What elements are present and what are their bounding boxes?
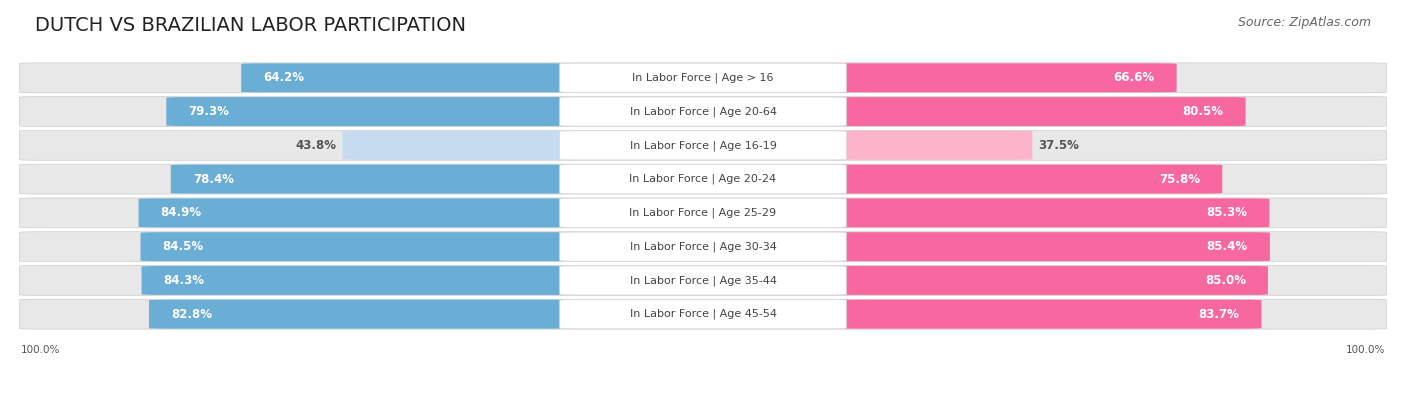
Text: 84.9%: 84.9% bbox=[160, 206, 201, 219]
Text: 85.3%: 85.3% bbox=[1206, 206, 1247, 219]
FancyBboxPatch shape bbox=[560, 165, 846, 194]
Text: 85.0%: 85.0% bbox=[1205, 274, 1246, 287]
FancyBboxPatch shape bbox=[835, 165, 1222, 194]
Text: In Labor Force | Age 20-24: In Labor Force | Age 20-24 bbox=[630, 174, 776, 184]
FancyBboxPatch shape bbox=[20, 63, 1386, 93]
Text: In Labor Force | Age > 16: In Labor Force | Age > 16 bbox=[633, 73, 773, 83]
Text: Source: ZipAtlas.com: Source: ZipAtlas.com bbox=[1237, 16, 1371, 29]
Text: 100.0%: 100.0% bbox=[21, 344, 60, 355]
FancyBboxPatch shape bbox=[560, 198, 846, 228]
FancyBboxPatch shape bbox=[835, 63, 1177, 92]
Text: 78.4%: 78.4% bbox=[193, 173, 233, 186]
Text: 64.2%: 64.2% bbox=[263, 71, 304, 84]
FancyBboxPatch shape bbox=[20, 198, 1386, 228]
FancyBboxPatch shape bbox=[560, 232, 846, 261]
Text: 75.8%: 75.8% bbox=[1160, 173, 1201, 186]
FancyBboxPatch shape bbox=[560, 97, 846, 126]
FancyBboxPatch shape bbox=[835, 198, 1270, 228]
Text: 43.8%: 43.8% bbox=[295, 139, 337, 152]
Text: In Labor Force | Age 45-54: In Labor Force | Age 45-54 bbox=[630, 309, 776, 320]
Text: 100.0%: 100.0% bbox=[1346, 344, 1385, 355]
FancyBboxPatch shape bbox=[835, 97, 1246, 126]
FancyBboxPatch shape bbox=[835, 232, 1270, 261]
FancyBboxPatch shape bbox=[149, 300, 571, 329]
Text: 85.4%: 85.4% bbox=[1206, 240, 1249, 253]
FancyBboxPatch shape bbox=[166, 97, 571, 126]
Text: 80.5%: 80.5% bbox=[1182, 105, 1223, 118]
Text: In Labor Force | Age 20-64: In Labor Force | Age 20-64 bbox=[630, 106, 776, 117]
FancyBboxPatch shape bbox=[560, 131, 846, 160]
FancyBboxPatch shape bbox=[170, 165, 571, 194]
FancyBboxPatch shape bbox=[20, 130, 1386, 160]
Text: In Labor Force | Age 16-19: In Labor Force | Age 16-19 bbox=[630, 140, 776, 150]
FancyBboxPatch shape bbox=[560, 63, 846, 92]
Text: 66.6%: 66.6% bbox=[1114, 71, 1154, 84]
FancyBboxPatch shape bbox=[343, 131, 571, 160]
FancyBboxPatch shape bbox=[20, 97, 1386, 126]
FancyBboxPatch shape bbox=[139, 198, 571, 228]
Text: 83.7%: 83.7% bbox=[1198, 308, 1240, 321]
Text: 37.5%: 37.5% bbox=[1038, 139, 1078, 152]
FancyBboxPatch shape bbox=[20, 232, 1386, 261]
Text: 84.3%: 84.3% bbox=[163, 274, 205, 287]
FancyBboxPatch shape bbox=[20, 164, 1386, 194]
FancyBboxPatch shape bbox=[835, 300, 1261, 329]
Text: 79.3%: 79.3% bbox=[188, 105, 229, 118]
FancyBboxPatch shape bbox=[142, 266, 571, 295]
Text: DUTCH VS BRAZILIAN LABOR PARTICIPATION: DUTCH VS BRAZILIAN LABOR PARTICIPATION bbox=[35, 16, 467, 35]
FancyBboxPatch shape bbox=[242, 63, 571, 92]
FancyBboxPatch shape bbox=[560, 266, 846, 295]
Text: 82.8%: 82.8% bbox=[172, 308, 212, 321]
FancyBboxPatch shape bbox=[20, 265, 1386, 295]
Text: In Labor Force | Age 25-29: In Labor Force | Age 25-29 bbox=[630, 208, 776, 218]
FancyBboxPatch shape bbox=[141, 232, 571, 261]
FancyBboxPatch shape bbox=[835, 266, 1268, 295]
FancyBboxPatch shape bbox=[835, 131, 1032, 160]
FancyBboxPatch shape bbox=[560, 300, 846, 329]
Text: In Labor Force | Age 35-44: In Labor Force | Age 35-44 bbox=[630, 275, 776, 286]
Text: 84.5%: 84.5% bbox=[163, 240, 204, 253]
FancyBboxPatch shape bbox=[20, 299, 1386, 329]
Text: In Labor Force | Age 30-34: In Labor Force | Age 30-34 bbox=[630, 241, 776, 252]
